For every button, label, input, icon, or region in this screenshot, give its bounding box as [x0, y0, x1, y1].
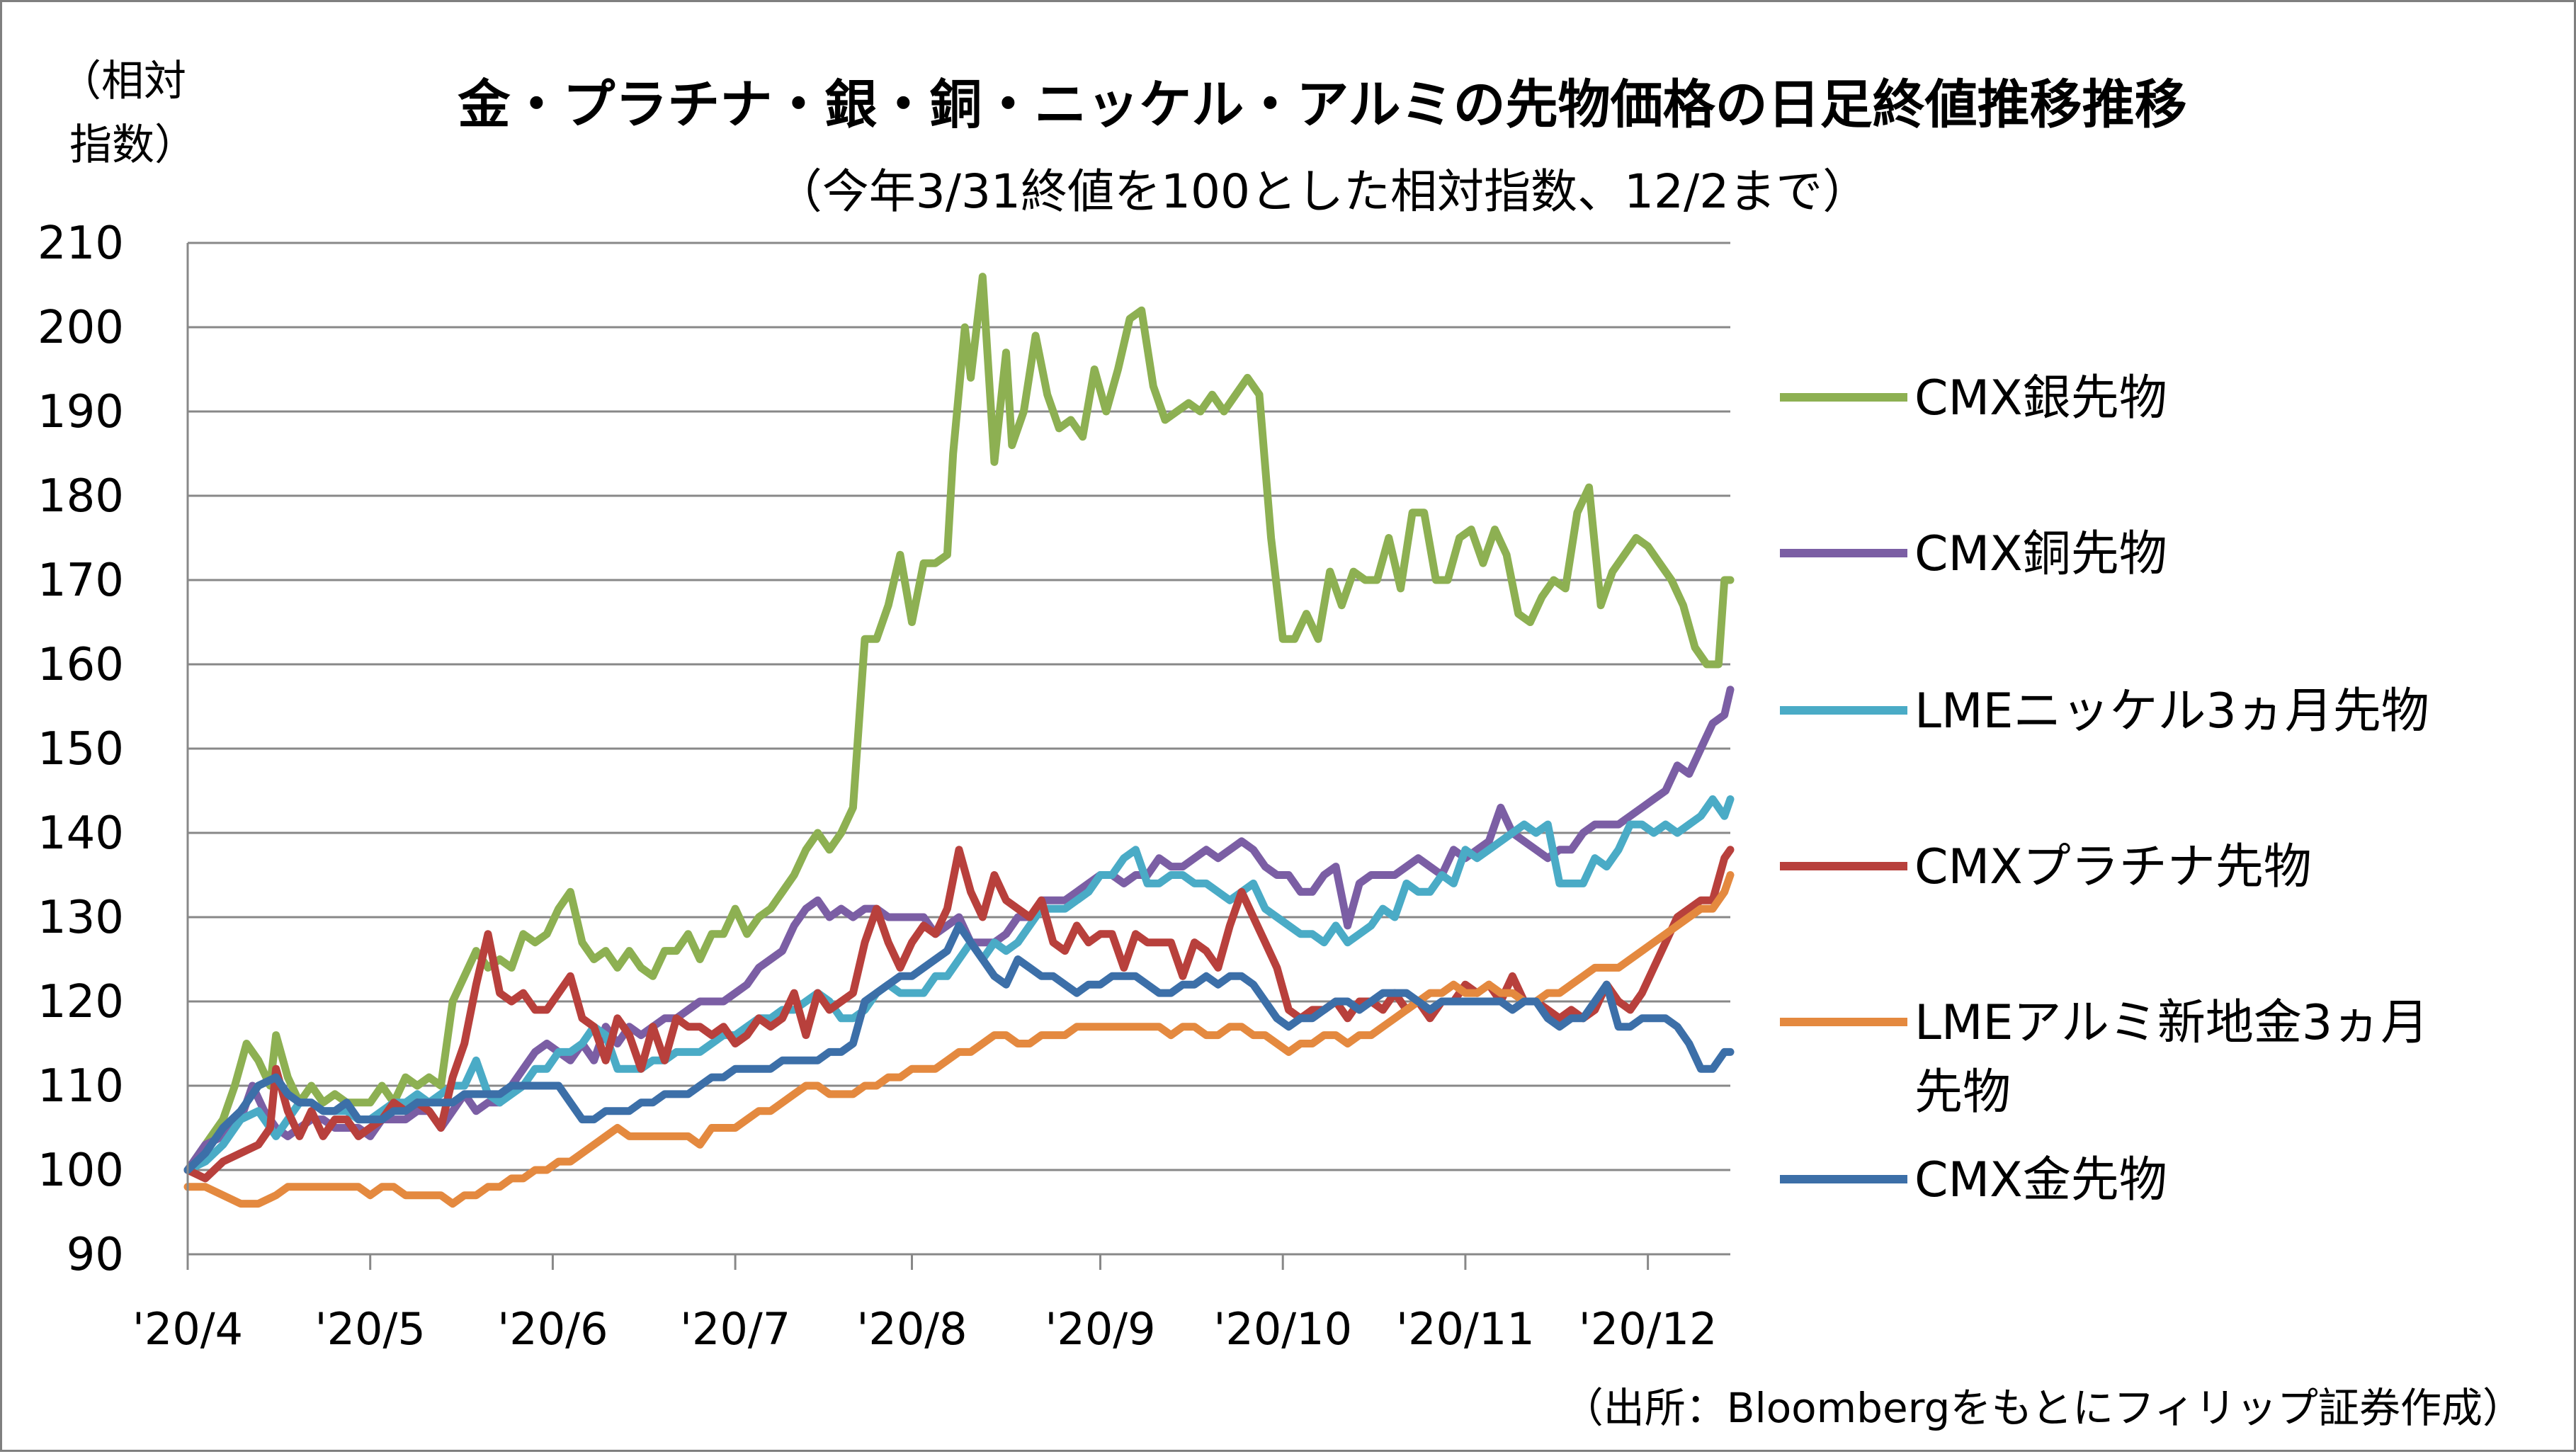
y-tick-label: 170: [38, 555, 124, 607]
x-tick-label: '20/5: [315, 1303, 426, 1355]
y-tick-label: 150: [38, 723, 124, 776]
legend-label-2: LMEニッケル3ヵ月先物: [1914, 683, 2429, 739]
x-tick-label: '20/7: [680, 1303, 790, 1355]
legend-label-0: CMX銀先物: [1914, 370, 2167, 426]
chart-title: 金・プラチナ・銀・銅・ニッケル・アルミの先物価格の日足終値推移推移: [458, 74, 2186, 135]
y-tick-label: 110: [38, 1060, 124, 1113]
y-tick-label: 140: [38, 807, 124, 860]
legend-label-3: CMXプラチナ先物: [1914, 839, 2312, 895]
x-tick-label: '20/8: [856, 1303, 967, 1355]
series-line-5: [183, 921, 1735, 1174]
y-tick-label: 100: [38, 1145, 124, 1197]
series-line-0: [183, 273, 1735, 1174]
chart-subtitle: （今年3/31終値を100とした相対指数、12/2まで）: [776, 164, 1869, 219]
x-tick-label: '20/4: [132, 1303, 243, 1355]
x-tick-label: '20/11: [1396, 1303, 1535, 1355]
y-tick-label: 120: [38, 976, 124, 1028]
x-tick-label: '20/9: [1045, 1303, 1155, 1355]
legend-label-1: CMX銅先物: [1914, 526, 2167, 582]
axes: 21020019018017016015014013012011010090'2…: [38, 217, 1730, 1355]
y-tick-label: 190: [38, 386, 124, 438]
y-tick-label: 210: [38, 217, 124, 270]
x-tick-label: '20/12: [1579, 1303, 1718, 1355]
x-tick-label: '20/10: [1213, 1303, 1352, 1355]
y-tick-label: 90: [67, 1229, 124, 1281]
y-tick-label: 180: [38, 470, 124, 523]
series-line-3: [183, 846, 1735, 1183]
y-axis-label-line1: （相対: [59, 57, 186, 106]
legend-label-5: CMX金先物: [1914, 1152, 2167, 1208]
y-tick-label: 130: [38, 892, 124, 944]
series-line-4: [183, 871, 1735, 1208]
series-layer: [183, 273, 1735, 1208]
y-axis-label-line2: 指数）: [69, 120, 197, 170]
x-tick-label: '20/6: [497, 1303, 608, 1355]
legend-label-4-line2: 先物: [1914, 1064, 2011, 1120]
legend: CMX銀先物 CMX銅先物 LMEニッケル3ヵ月先物 CMXプラチナ先物 LMEアルミ新…: [1780, 370, 2429, 1208]
source-note: （出所：Bloombergをもとにフィリップ証券作成）: [1562, 1384, 2524, 1432]
y-tick-label: 200: [38, 302, 124, 354]
y-tick-label: 160: [38, 639, 124, 691]
legend-label-4: LMEアルミ新地金3ヵ月: [1914, 995, 2429, 1051]
